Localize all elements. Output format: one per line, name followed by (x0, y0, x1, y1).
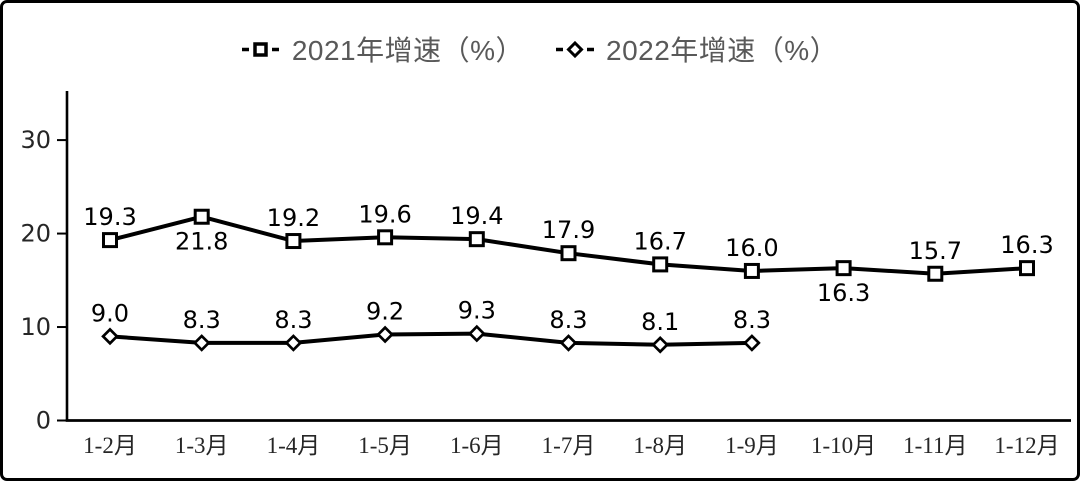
data-point-square-marker (743, 262, 760, 279)
data-point-label: 8.3 (274, 306, 312, 334)
x-axis-tick-label: 1-4月 (267, 433, 321, 458)
data-point-label: 9.3 (458, 297, 496, 325)
x-axis-tick-label: 1-3月 (175, 433, 229, 458)
y-axis-tick-label: 10 (20, 313, 51, 341)
data-point-label: 16.3 (1000, 231, 1053, 259)
legend-item-2021: 2021年增速（%） (241, 29, 524, 69)
data-point-square-marker (285, 233, 302, 250)
data-point-label: 8.3 (549, 306, 587, 334)
legend-item-2022: 2022年增速（%） (556, 29, 838, 69)
data-point-label: 16.0 (725, 234, 778, 262)
data-point-label: 19.3 (83, 203, 136, 231)
x-axis-tick-label: 1-9月 (725, 433, 779, 458)
data-point-diamond-marker (559, 334, 578, 352)
legend-marker-diamond-icon (556, 40, 594, 58)
data-point-label: 19.2 (267, 204, 320, 232)
x-axis-tick-label: 1-11月 (903, 433, 967, 458)
y-axis-tick-label: 20 (20, 220, 51, 248)
data-point-label: 16.7 (633, 227, 686, 255)
data-point-label: 8.3 (733, 306, 771, 334)
line-chart-plot: 0 10 20 30 1-2月 1-3月 1-4月 1-5月 1-6月 1-7月 1-8月 1-9月 1… (20, 91, 1071, 458)
data-point-square-marker (927, 265, 944, 282)
data-point-label: 9.0 (91, 299, 129, 327)
legend-label-2022: 2022年增速（%） (606, 35, 839, 66)
x-axis-tick-label: 1-5月 (358, 433, 412, 458)
data-point-square-marker (1019, 260, 1035, 277)
data-point-square-marker (377, 229, 394, 246)
data-point-diamond-marker (651, 335, 670, 354)
data-point-label: 9.2 (366, 298, 404, 326)
data-point-diamond-marker (101, 327, 119, 346)
data-point-label: 21.8 (175, 228, 228, 256)
x-axis-tick-label: 1-12月 (994, 433, 1059, 458)
data-point-diamond-marker (284, 334, 303, 352)
data-point-label: 19.6 (358, 200, 411, 228)
y-axis-tick-label: 30 (20, 126, 51, 154)
legend-label-2021: 2021年增速（%） (291, 35, 524, 66)
data-point-diamond-marker (192, 334, 211, 352)
data-point-label: 15.7 (909, 237, 962, 265)
x-axis-tick-label: 1-7月 (542, 433, 596, 458)
data-point-label: 8.1 (641, 308, 679, 336)
data-point-label: 19.4 (450, 202, 503, 230)
data-point-diamond-marker (467, 324, 486, 343)
data-point-diamond-marker (376, 325, 394, 344)
data-point-label: 17.9 (542, 216, 595, 244)
data-point-square-marker (835, 260, 852, 277)
data-point-square-marker (102, 232, 118, 249)
x-axis-tick-label: 1-2月 (83, 433, 137, 458)
y-axis-tick-label: 0 (36, 407, 51, 435)
data-point-square-marker (193, 208, 210, 225)
x-axis-tick-label: 1-10月 (811, 433, 876, 458)
data-point-label: 16.3 (817, 279, 870, 307)
data-point-square-marker (468, 231, 485, 248)
data-point-square-marker (560, 245, 577, 262)
data-point-diamond-marker (743, 334, 761, 352)
x-axis-tick-label: 1-8月 (633, 433, 687, 458)
chart-legend: 2021年增速（%） 2022年增速（%） (3, 29, 1077, 69)
x-axis-tick-label: 1-6月 (450, 433, 504, 458)
data-point-square-marker (652, 256, 669, 273)
series-line-2022 (109, 331, 752, 347)
legend-marker-square-icon (241, 41, 279, 57)
data-point-label: 8.3 (183, 306, 221, 334)
